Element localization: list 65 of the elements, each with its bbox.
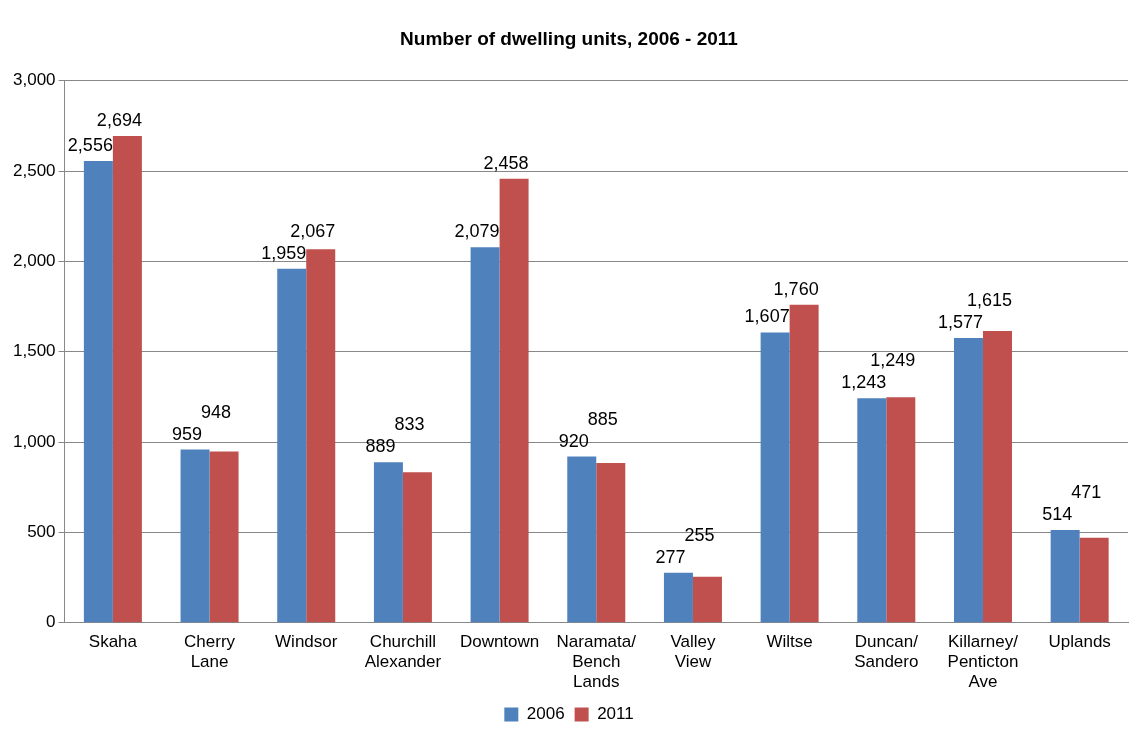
data-label: 1,249 xyxy=(870,350,916,371)
data-label: 885 xyxy=(587,408,618,429)
y-tick-label: 500 xyxy=(27,522,56,542)
bar xyxy=(209,451,239,623)
bar xyxy=(402,472,432,623)
legend-label: 2006 xyxy=(526,704,565,724)
y-tick-label: 1,500 xyxy=(12,341,56,361)
data-label: 1,760 xyxy=(773,278,819,299)
x-tick-label: Cherry Lane xyxy=(184,631,236,672)
bar xyxy=(112,136,142,623)
data-label: 920 xyxy=(558,430,589,451)
bar xyxy=(306,249,336,623)
data-label: 2,458 xyxy=(483,152,529,173)
bar xyxy=(1050,529,1080,623)
data-label: 889 xyxy=(365,436,396,457)
x-tick-label: Churchill Alexander xyxy=(364,631,442,672)
data-label: 959 xyxy=(172,423,203,444)
y-tick-label: 2,500 xyxy=(12,160,56,180)
data-label: 277 xyxy=(655,546,686,567)
bar xyxy=(760,332,790,623)
x-tick-label: Skaha xyxy=(88,631,138,651)
data-label: 1,243 xyxy=(841,372,887,393)
x-tick-label: Downtown xyxy=(459,631,540,651)
data-label: 1,607 xyxy=(744,306,790,327)
bar xyxy=(857,398,887,623)
data-label: 1,615 xyxy=(966,289,1013,310)
bar xyxy=(373,462,403,623)
bar xyxy=(663,572,693,623)
x-tick-label: Naramata/ Bench Lands xyxy=(556,631,637,692)
bar xyxy=(982,331,1012,623)
data-label: 471 xyxy=(1071,481,1102,502)
x-tick-label: Valley View xyxy=(670,631,716,672)
x-tick-label: Uplands xyxy=(1048,631,1111,651)
data-label: 948 xyxy=(201,401,232,422)
bar xyxy=(596,462,626,623)
bar xyxy=(886,397,916,623)
bar xyxy=(180,449,210,623)
x-tick-label: Duncan/ Sandero xyxy=(854,631,919,672)
data-label: 255 xyxy=(684,524,715,545)
y-tick-label: 2,000 xyxy=(12,251,56,271)
bar xyxy=(789,304,819,623)
data-label: 833 xyxy=(394,414,425,435)
data-label: 2,556 xyxy=(67,134,113,155)
bar xyxy=(1079,537,1109,623)
bar xyxy=(499,178,529,623)
legend-label: 2011 xyxy=(597,704,634,724)
y-tick-label: 1,000 xyxy=(12,431,56,451)
bar xyxy=(567,456,597,623)
chart-title: Number of dwelling units, 2006 - 2011 xyxy=(400,27,739,49)
data-label: 1,577 xyxy=(937,311,983,332)
bar xyxy=(83,161,113,623)
data-label: 2,067 xyxy=(290,220,336,241)
y-tick-label: 0 xyxy=(46,612,56,632)
bar xyxy=(470,247,500,623)
y-tick-label: 3,000 xyxy=(12,70,56,90)
x-tick-label: Windsor xyxy=(275,631,338,651)
bar xyxy=(692,576,722,623)
bar xyxy=(277,268,307,623)
x-tick-label: Wiltse xyxy=(766,631,813,651)
data-label: 2,079 xyxy=(454,221,500,242)
data-label: 2,694 xyxy=(96,110,142,131)
bar xyxy=(953,337,983,623)
x-tick-label: Killarney/ Penticton Ave xyxy=(947,631,1019,692)
data-label: 514 xyxy=(1042,503,1073,524)
data-label: 1,959 xyxy=(261,242,307,263)
